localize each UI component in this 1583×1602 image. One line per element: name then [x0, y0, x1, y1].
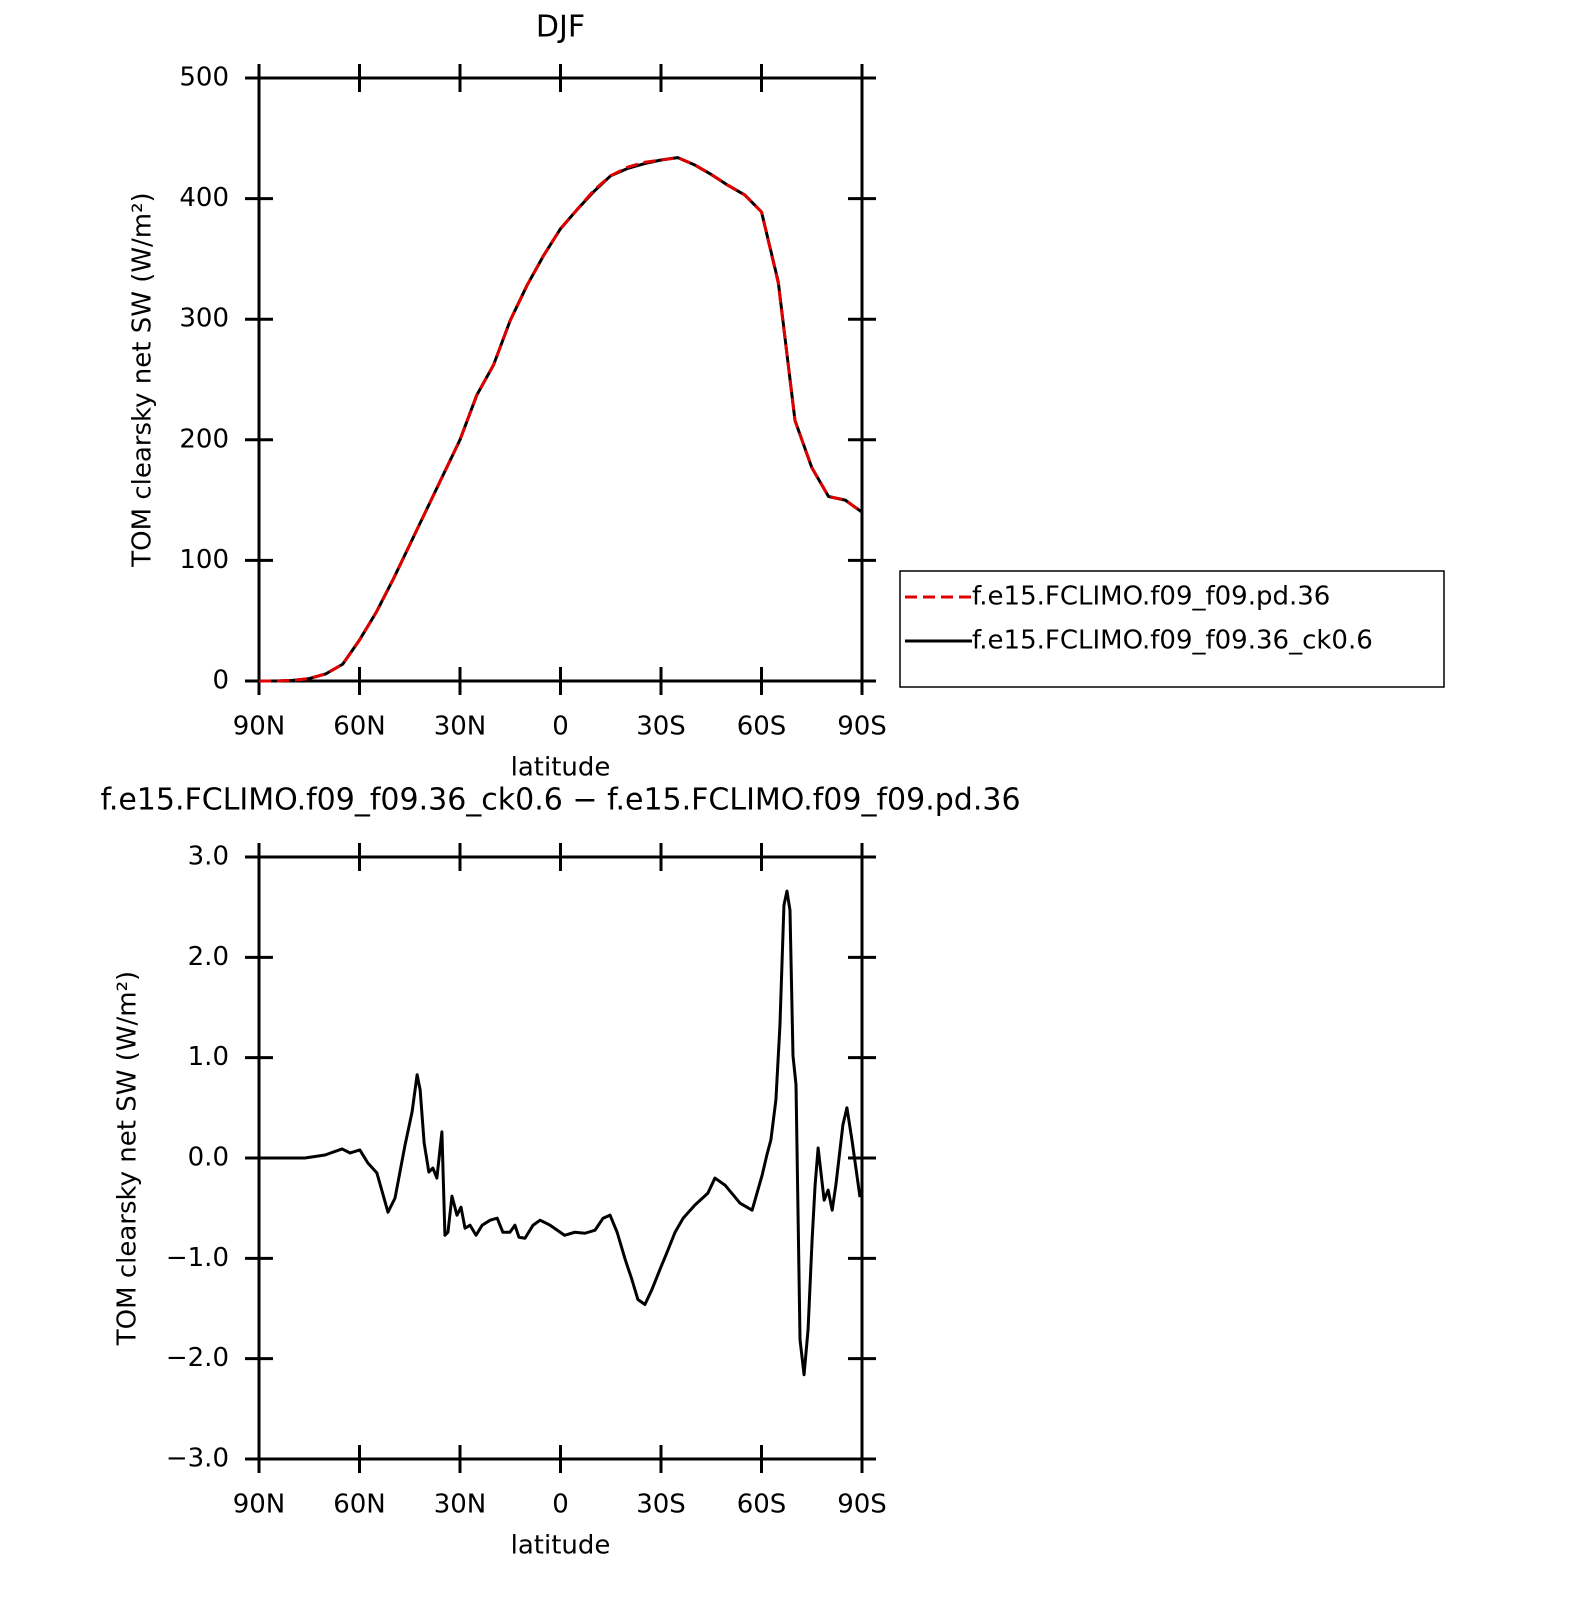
y-tick-label: 0	[212, 666, 229, 696]
x-tick-label: 90S	[837, 712, 887, 742]
y-tick-label: −2.0	[166, 1343, 229, 1373]
x-tick-label: 30S	[636, 1490, 686, 1520]
y-axis-label: TOM clearsky net SW (W/m²)	[113, 971, 143, 1346]
x-tick-label: 60S	[737, 1490, 787, 1520]
x-tick-label: 60S	[737, 712, 787, 742]
data-line	[259, 156, 863, 683]
data-line	[259, 156, 863, 683]
x-axis-label: latitude	[511, 753, 611, 783]
y-tick-label: 1.0	[188, 1042, 229, 1072]
chart-title: f.e15.FCLIMO.f09_f09.36_ck0.6 − f.e15.FC…	[100, 783, 1020, 818]
y-tick-label: 400	[179, 183, 229, 213]
x-tick-label: 30S	[636, 712, 686, 742]
plot-frame	[257, 76, 864, 683]
y-tick-label: 0.0	[188, 1143, 229, 1173]
y-tick-label: 500	[179, 63, 229, 93]
y-tick-label: −1.0	[166, 1243, 229, 1273]
y-axis-label: TOM clearsky net SW (W/m²)	[128, 192, 158, 567]
chart-title: DJF	[536, 10, 585, 45]
y-tick-label: −3.0	[166, 1444, 229, 1474]
y-tick-label: 200	[179, 424, 229, 454]
legend-label: f.e15.FCLIMO.f09_f09.36_ck0.6	[972, 626, 1373, 656]
y-tick-label: 3.0	[188, 842, 229, 872]
x-axis-label: latitude	[511, 1531, 611, 1561]
x-tick-label: 60N	[333, 1490, 386, 1520]
legend-label: f.e15.FCLIMO.f09_f09.pd.36	[972, 582, 1330, 612]
x-tick-label: 90N	[233, 712, 286, 742]
legend-box	[899, 570, 1445, 688]
x-tick-label: 0	[552, 1490, 569, 1520]
x-tick-label: 30N	[434, 1490, 487, 1520]
x-tick-label: 60N	[333, 712, 386, 742]
x-tick-label: 90N	[233, 1490, 286, 1520]
y-tick-label: 2.0	[188, 942, 229, 972]
x-tick-label: 30N	[434, 712, 487, 742]
y-tick-label: 300	[179, 304, 229, 334]
x-tick-label: 0	[552, 712, 569, 742]
y-tick-label: 100	[179, 545, 229, 575]
x-tick-label: 90S	[837, 1490, 887, 1520]
data-line	[259, 889, 862, 1377]
plot-frame	[257, 855, 864, 1461]
